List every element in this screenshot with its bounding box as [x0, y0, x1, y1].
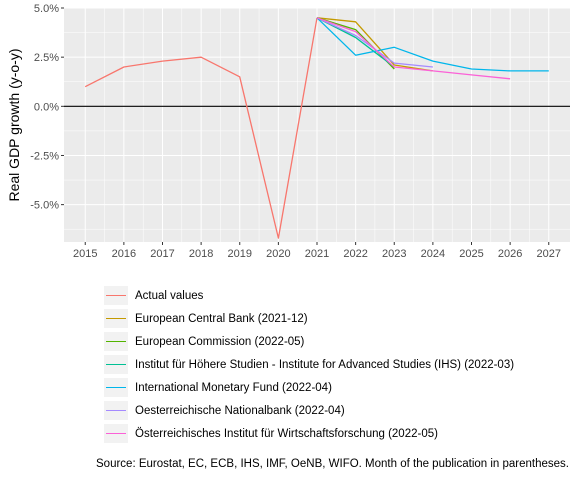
- caption: Source: Eurostat, EC, ECB, IHS, IMF, OeN…: [96, 458, 569, 470]
- legend-item: Oesterreichische Nationalbank (2022-04): [104, 399, 564, 422]
- legend-key: [104, 378, 128, 397]
- x-tick-label: 2025: [459, 248, 483, 260]
- x-tick-label: 2023: [382, 248, 406, 260]
- legend-swatch: [106, 433, 126, 435]
- legend-key: [104, 424, 128, 443]
- legend-item: European Commission (2022-05): [104, 330, 564, 353]
- x-tick-label: 2027: [537, 248, 561, 260]
- legend-swatch: [106, 295, 126, 297]
- x-tick-label: 2018: [189, 248, 213, 260]
- series-line: [316, 17, 511, 80]
- legend: Actual values European Central Bank (2021…: [104, 284, 564, 445]
- x-tick-label: 2017: [150, 248, 174, 260]
- legend-label: International Monetary Fund (2022-04): [135, 381, 332, 394]
- legend-label: European Central Bank (2021-12): [135, 312, 308, 325]
- series-line: [316, 17, 433, 72]
- x-tick-label: 2021: [305, 248, 329, 260]
- x-tick-label: 2020: [266, 248, 290, 260]
- x-tick-label: 2015: [73, 248, 97, 260]
- legend-key: [104, 401, 128, 420]
- y-tick-label: 5.0%: [34, 3, 59, 15]
- x-tick-label: 2022: [343, 248, 367, 260]
- legend-item: Actual values: [104, 284, 564, 307]
- legend-item: European Central Bank (2021-12): [104, 307, 564, 330]
- legend-swatch: [106, 410, 126, 412]
- x-tick-label: 2016: [112, 248, 136, 260]
- y-tick-label: 2.5%: [34, 52, 59, 64]
- legend-swatch: [106, 341, 126, 343]
- legend-swatch: [106, 364, 126, 366]
- series-line: [84, 17, 318, 239]
- axis-ticks: 5.0% 2.5% 0.0% -2.5% -5.0% 2015 2016 2017 2018 20…: [30, 3, 561, 260]
- legend-swatch: [106, 318, 126, 320]
- legend-label: Actual values: [135, 289, 204, 302]
- legend-swatch: [106, 387, 126, 389]
- legend-item: Österreichisches Institut für Wirtschaft…: [104, 422, 564, 445]
- legend-label: Institut für Höhere Studien - Institute …: [135, 358, 515, 371]
- series-lines: [64, 17, 570, 239]
- legend-item: International Monetary Fund (2022-04): [104, 376, 564, 399]
- legend-key: [104, 355, 128, 374]
- y-tick-label: -2.5%: [30, 150, 59, 162]
- y-tick-label: -5.0%: [30, 200, 59, 212]
- legend-label: Österreichisches Institut für Wirtschaft…: [135, 427, 438, 440]
- legend-key: [104, 286, 128, 305]
- x-tick-label: 2019: [228, 248, 252, 260]
- series-line: [316, 17, 549, 72]
- x-tick-label: 2024: [421, 248, 445, 260]
- legend-label: Oesterreichische Nationalbank (2022-04): [135, 404, 345, 417]
- legend-key: [104, 332, 128, 351]
- legend-key: [104, 309, 128, 328]
- chart: 5.0% 2.5% 0.0% -2.5% -5.0% 2015 2016 2017 2018 20…: [6, 3, 570, 260]
- legend-item: Institut für Höhere Studien - Institute …: [104, 353, 564, 376]
- x-tick-label: 2026: [498, 248, 522, 260]
- y-axis-label: Real GDP growth (y-o-y): [6, 48, 22, 201]
- legend-label: European Commission (2022-05): [135, 335, 305, 348]
- y-tick-label: 0.0%: [34, 101, 59, 113]
